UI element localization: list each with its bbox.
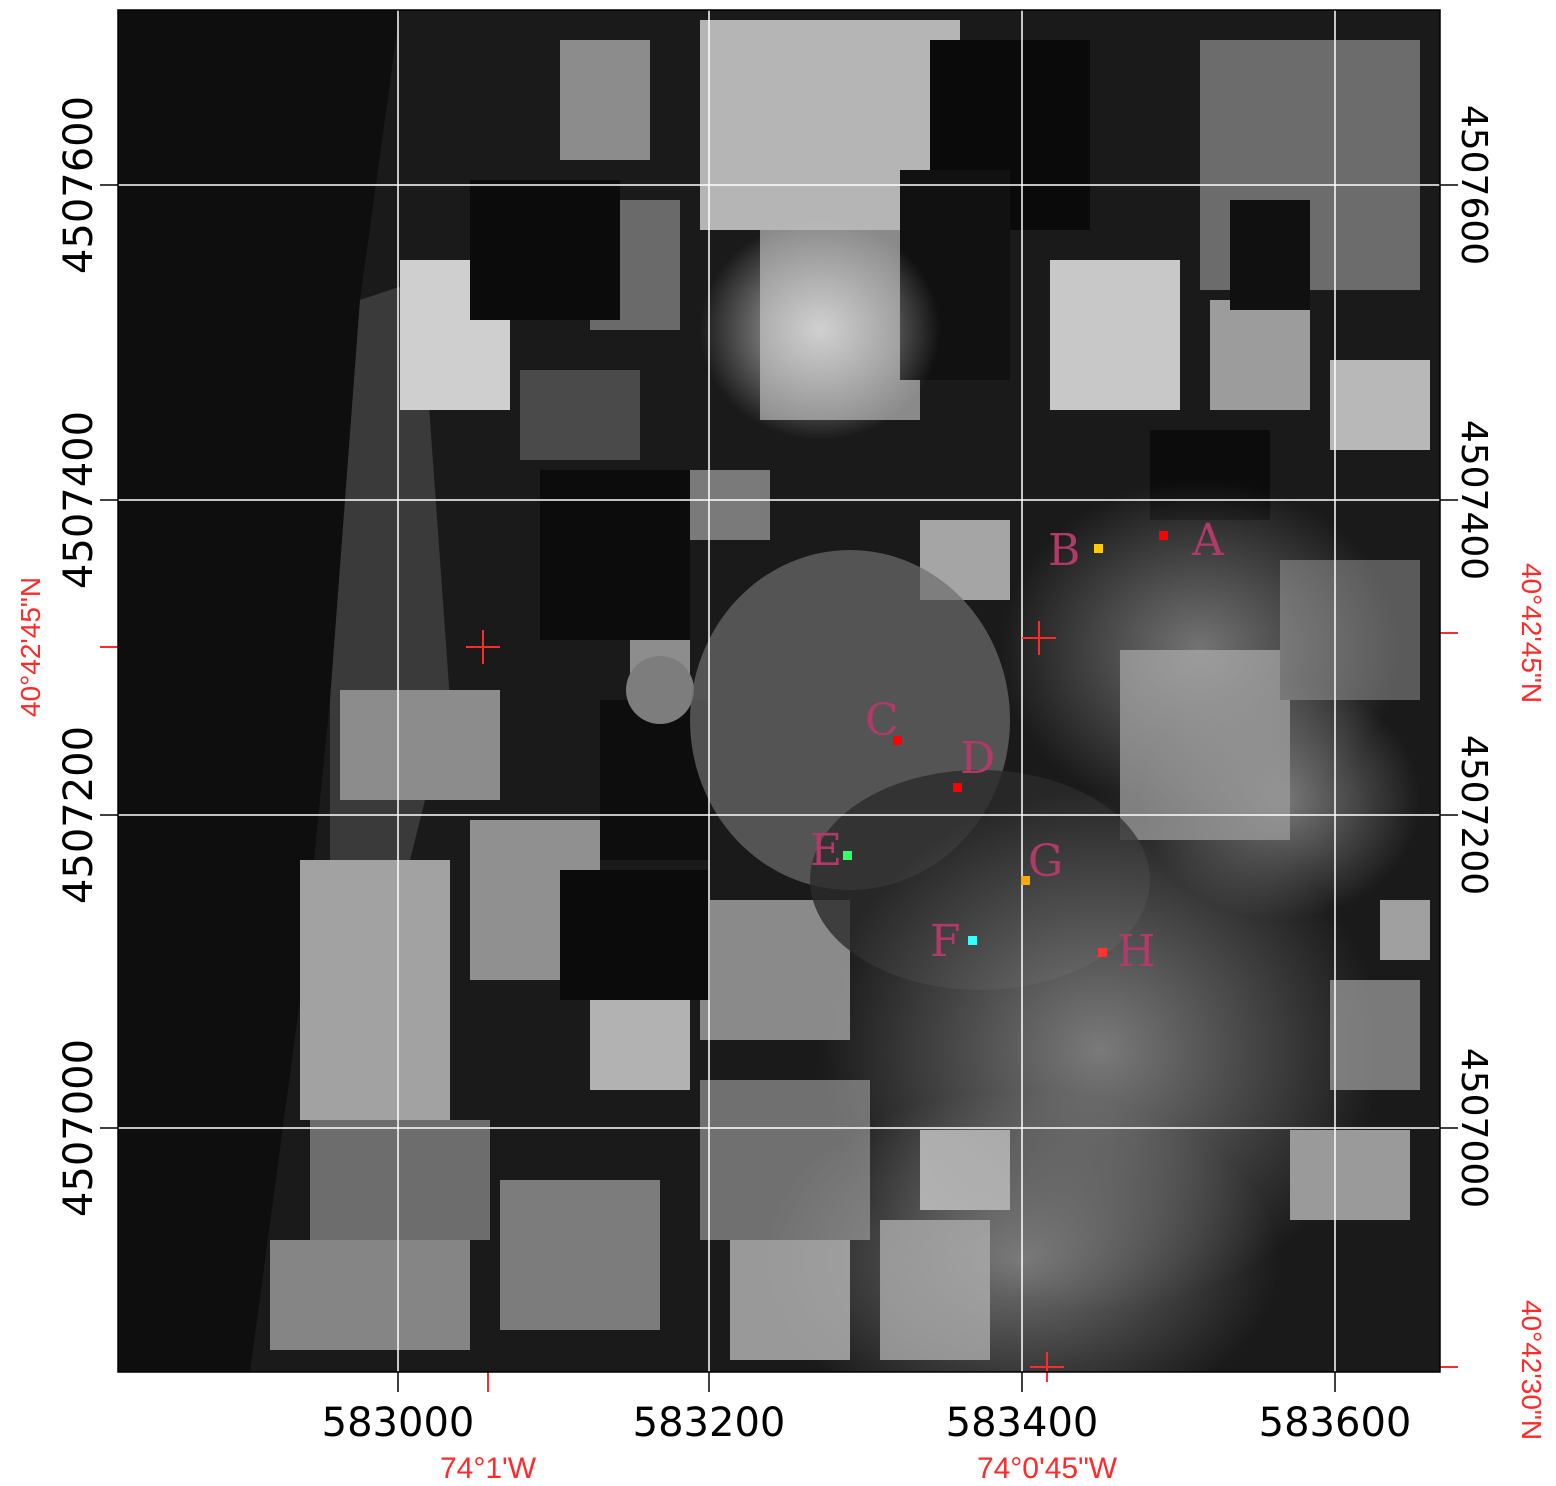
northing-labels-right: 4507600 4507400 4507200 4507000 [1453, 105, 1494, 1208]
northing-label: 4507000 [1453, 1048, 1494, 1208]
latitude-label: 40°42'45"N [1516, 563, 1547, 703]
latitude-label: 40°42'30"N [1516, 1300, 1547, 1440]
hotspot-label: C [865, 695, 899, 746]
northing-label: 4507200 [56, 726, 102, 904]
northing-label: 4507600 [56, 96, 102, 274]
hotspot-dot [968, 936, 977, 945]
geographic-labels: 74°1'W 74°0'45"W 40°42'45"N 40°42'45"N 4… [15, 563, 1547, 1485]
northing-label: 4507600 [1453, 105, 1494, 265]
map-frame [117, 9, 1441, 1373]
river-water [118, 10, 400, 1372]
hotspot-label: H [1117, 926, 1155, 977]
hotspot-label: G [1028, 836, 1063, 887]
easting-label: 583600 [1259, 1400, 1412, 1446]
hotspot-dot [1159, 531, 1168, 540]
hotspot-label: B [1048, 525, 1080, 576]
hotspot-dot [843, 851, 852, 860]
hotspot-dot [1021, 876, 1030, 885]
utm-grid [100, 10, 1458, 1392]
satellite-image [118, 10, 1440, 1372]
northing-labels-left: 4507600 4507400 4507200 4507000 [56, 96, 102, 1217]
hotspot-label: F [930, 916, 961, 967]
geographic-crosses [100, 621, 1458, 1392]
cross-marker [1022, 621, 1056, 655]
northing-label: 4507400 [56, 411, 102, 589]
easting-label: 583000 [322, 1400, 475, 1446]
hotspot-label: D [960, 733, 995, 784]
easting-label: 583400 [946, 1400, 1099, 1446]
hotspot-label: A [1191, 515, 1225, 566]
northing-label: 4507000 [56, 1039, 102, 1217]
hotspot-dot [1098, 948, 1107, 957]
northing-label: 4507400 [1453, 420, 1494, 580]
hotspot-dot [1094, 544, 1103, 553]
easting-label: 583200 [633, 1400, 786, 1446]
longitude-label: 74°0'45"W [977, 1452, 1118, 1485]
hotspot-markers: A B C D E F G H [810, 515, 1225, 977]
cross-marker [1030, 1352, 1064, 1382]
cross-marker [466, 630, 500, 664]
hotspot-label: E [810, 825, 842, 876]
hotspot-dot [893, 736, 902, 745]
northing-label: 4507200 [1453, 735, 1494, 895]
hotspot-dot [953, 783, 962, 792]
easting-labels: 583000 583200 583400 583600 [322, 1400, 1412, 1446]
longitude-label: 74°1'W [440, 1452, 537, 1485]
latitude-label: 40°42'45"N [15, 577, 46, 717]
